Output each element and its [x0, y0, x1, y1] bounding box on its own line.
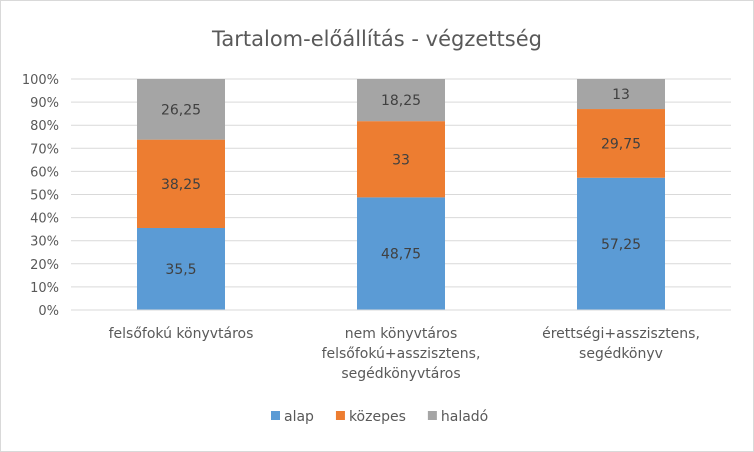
data-label: 18,25 — [381, 93, 421, 109]
y-tick-label: 80% — [30, 119, 59, 134]
bar-segment-közepes — [577, 109, 665, 178]
y-tick-label: 10% — [30, 281, 59, 296]
bar-segment-alap — [357, 197, 445, 310]
x-axis: felsőfokú könyvtáros nem könyvtáros felsőf… — [71, 309, 731, 382]
y-tick-label: 40% — [30, 212, 59, 227]
data-label: 29,75 — [601, 136, 641, 152]
bar-segment-közepes — [357, 121, 445, 198]
data-labels: 35,5 38,25 26,25 48,75 33 18,25 57,25 29,75 13 — [161, 87, 641, 278]
legend-swatch-közepes — [335, 411, 345, 420]
legend-label: alap — [284, 409, 314, 425]
data-label: 13 — [612, 87, 630, 103]
y-tick-label: 20% — [30, 258, 59, 273]
data-label: 33 — [392, 152, 410, 168]
y-tick-label: 60% — [30, 165, 59, 180]
data-label: 57,25 — [601, 237, 641, 253]
x-category-label: segédkönyvtáros — [341, 366, 460, 382]
bar-segment-haladó — [577, 79, 665, 110]
data-label: 26,25 — [161, 102, 201, 118]
x-category-label: segédkönyv — [579, 346, 663, 362]
y-tick-label: 70% — [30, 142, 59, 157]
bar-segment-közepes — [137, 139, 225, 228]
legend-swatch-haladó — [427, 411, 437, 420]
x-category-label: felsőfokú+asszisztens, — [322, 346, 481, 362]
x-category-label: érettségi+asszisztens, — [542, 326, 700, 342]
bar-segment-haladó — [137, 79, 225, 140]
y-axis: 0% 10% 20% 30% 40% 50% 60% 70% 80% 90% 100% — [22, 73, 59, 319]
data-label: 48,75 — [381, 247, 421, 263]
legend-label: közepes — [349, 409, 406, 425]
chart-title: Tartalom-előállítás - végzettség — [211, 27, 542, 51]
y-tick-label: 100% — [22, 73, 59, 88]
bar-segment-haladó — [357, 79, 445, 122]
x-category-label: nem könyvtáros — [345, 326, 458, 342]
legend-label: haladó — [441, 409, 488, 425]
legend: alap közepes haladó — [271, 409, 488, 425]
x-category-label: felsőfokú könyvtáros — [109, 326, 254, 342]
data-label: 35,5 — [165, 262, 196, 278]
y-tick-label: 90% — [30, 96, 59, 111]
y-tick-label: 0% — [38, 304, 59, 319]
bars — [137, 79, 665, 310]
legend-swatch-alap — [271, 411, 280, 420]
bar-segment-alap — [577, 177, 665, 310]
y-tick-label: 50% — [30, 189, 59, 204]
y-tick-label: 30% — [30, 235, 59, 250]
bar-segment-alap — [137, 227, 225, 310]
data-label: 38,25 — [161, 177, 201, 193]
